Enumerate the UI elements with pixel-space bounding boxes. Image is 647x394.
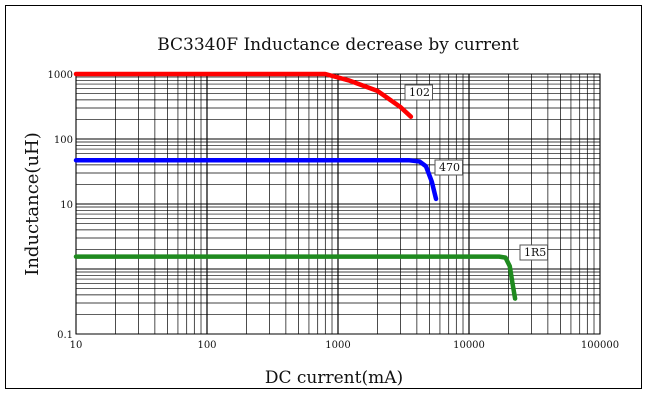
series-line-102	[73, 71, 414, 119]
x-tick-label: 10000	[453, 340, 485, 351]
x-tick-label: 10	[70, 340, 83, 351]
y-tick-label: 0.1	[57, 330, 73, 341]
x-tick-label: 100	[197, 340, 216, 351]
series-line-470	[73, 158, 439, 202]
plot-border	[75, 73, 601, 335]
x-tick-label: 100000	[581, 340, 619, 351]
x-tick-label: 1000	[325, 340, 350, 351]
x-axis-label: DC current(mA)	[265, 368, 403, 388]
series-line-1R5	[73, 254, 518, 301]
series-label: 470	[439, 161, 460, 174]
y-tick-label: 1000	[48, 70, 73, 81]
y-tick-label: 100	[54, 135, 73, 146]
series-label: 1R5	[524, 246, 546, 259]
chart-title: BC3340F Inductance decrease by current	[157, 35, 519, 55]
y-axis-label: Inductance(uH)	[22, 132, 43, 276]
series-label-box	[404, 84, 433, 101]
series-layer: 102 470 1R5	[73, 71, 548, 301]
series-label-box	[519, 244, 548, 261]
series-label: 102	[409, 86, 430, 99]
outer-border	[5, 5, 642, 389]
series-label-box	[434, 159, 463, 176]
y-tick-label: 10	[60, 200, 73, 211]
